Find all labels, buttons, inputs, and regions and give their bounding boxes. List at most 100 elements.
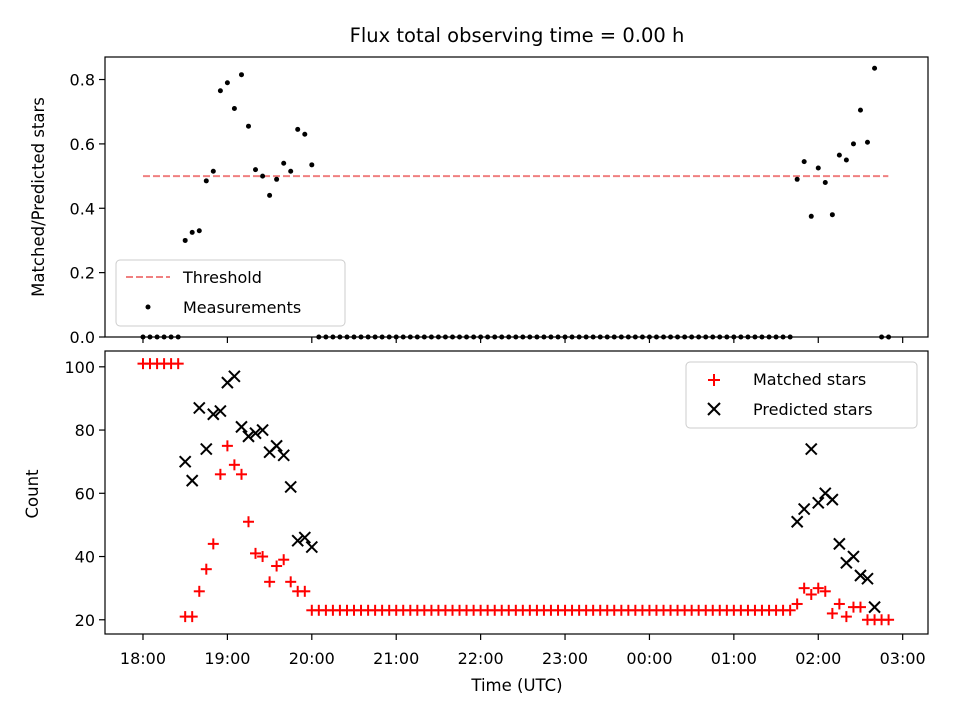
predicted-star-point <box>854 569 867 582</box>
predicted-star-point <box>298 531 312 544</box>
bottom-ytick-label: 60 <box>75 484 95 503</box>
bottom-xtick-label: 01:00 <box>711 649 757 668</box>
bottom-xtick-label: 23:00 <box>542 649 588 668</box>
measurement-point <box>182 237 188 243</box>
matched-star-point <box>242 516 254 528</box>
predicted-star-stroke <box>826 493 839 506</box>
predicted-star-stroke <box>797 502 811 516</box>
matched-star-point <box>271 560 283 572</box>
bottom-axes-frame <box>104 350 929 635</box>
predicted-star-stroke <box>214 404 227 418</box>
matched-star-point <box>257 551 269 563</box>
predicted-star-stroke <box>790 515 804 528</box>
predicted-star-point <box>228 370 241 383</box>
matched-star-point <box>193 585 205 597</box>
legend-predicted-label: Predicted stars <box>753 400 873 419</box>
matched-star-point <box>826 607 838 619</box>
predicted-star-point <box>284 480 297 494</box>
top-ytick-label: 0.6 <box>70 135 95 154</box>
bottom-xtick-label: 02:00 <box>795 649 841 668</box>
matched-star-point <box>840 611 852 623</box>
top-panel: Flux total observing time = 0.00 h Match… <box>29 24 929 347</box>
predicted-star-stroke <box>242 430 255 443</box>
measurement-point <box>231 105 237 111</box>
bottom-ytick-label: 20 <box>75 611 95 630</box>
matched-star-point <box>235 468 247 480</box>
matched-star-point <box>264 576 276 588</box>
predicted-star-stroke <box>249 427 262 440</box>
top-ytick-label: 0.8 <box>70 71 95 90</box>
predicted-star-point <box>797 502 811 516</box>
bottom-xlabel: Time (UTC) <box>470 676 562 695</box>
matched-star-point <box>819 585 831 597</box>
bottom-xtick-label: 19:00 <box>204 649 250 668</box>
top-legend-box <box>115 259 346 327</box>
predicted-star-point <box>291 534 304 547</box>
predicted-star-stroke <box>854 569 867 582</box>
predicted-star-point <box>242 430 255 443</box>
bottom-x-ticks: 18:00 19:00 20:00 21:00 22:00 23:00 00:00 01:00… <box>120 634 926 668</box>
legend-matched-label: Matched stars <box>753 370 866 389</box>
matched-star-point <box>854 601 866 613</box>
predicted-star-stroke <box>185 474 199 487</box>
matched-star-point <box>250 547 262 559</box>
measurement-point <box>189 229 195 235</box>
predicted-star-stroke <box>228 370 241 383</box>
predicted-star-stroke <box>256 423 269 437</box>
measurement-point <box>210 168 216 174</box>
predicted-star-point <box>812 496 825 509</box>
measurement-point <box>864 139 870 145</box>
top-legend: Threshold Measurements <box>115 259 346 327</box>
bottom-xtick-label: 03:00 <box>880 649 926 668</box>
predicted-star-stroke <box>270 439 283 453</box>
matched-star-point <box>214 468 226 480</box>
predicted-star-point <box>847 550 860 563</box>
matched-star-point <box>833 598 845 610</box>
bottom-ylabel: Count <box>23 469 42 519</box>
measurement-point <box>245 123 251 129</box>
predicted-star-stroke <box>805 442 818 456</box>
predicted-star-point <box>256 423 269 437</box>
top-ytick-label: 0.4 <box>70 199 95 218</box>
bottom-xtick-label: 21:00 <box>373 649 419 668</box>
bottom-legend: Matched stars Predicted stars <box>685 361 918 429</box>
predicted-star-point <box>249 427 262 440</box>
measurement-point <box>829 212 835 218</box>
top-y-ticks: 0.0 0.2 0.4 0.6 0.8 <box>70 71 105 347</box>
matched-star-point <box>285 576 297 588</box>
predicted-star-point <box>200 442 213 456</box>
top-ytick-label: 0.0 <box>70 328 95 347</box>
matched-star-point <box>228 459 240 471</box>
predicted-star-point <box>270 439 283 453</box>
matched-star-point <box>200 563 212 575</box>
matched-star-point <box>299 585 311 597</box>
measurement-point <box>872 65 878 71</box>
predicted-star-stroke <box>235 420 248 434</box>
predicted-star-stroke <box>847 550 860 563</box>
predicted-star-stroke <box>277 449 290 462</box>
predicted-star-stroke <box>861 572 874 585</box>
bottom-legend-box <box>685 361 918 429</box>
measurement-point <box>203 178 209 184</box>
predicted-star-point <box>193 401 206 415</box>
predicted-star-stroke <box>284 480 297 494</box>
matched-star-point <box>791 598 803 610</box>
matched-star-point <box>186 611 198 623</box>
bottom-marks-layer <box>137 358 895 626</box>
predicted-star-stroke <box>868 600 881 614</box>
measurement-point <box>309 162 315 168</box>
predicted-star-point <box>305 540 319 554</box>
top-ylabel: Matched/Predicted stars <box>29 97 48 297</box>
predicted-star-point <box>826 493 839 506</box>
matched-star-point <box>278 554 290 566</box>
predicted-star-point <box>833 537 846 551</box>
bottom-xtick-label: 20:00 <box>289 649 335 668</box>
top-axes-frame <box>104 56 929 338</box>
measurement-point <box>253 167 259 173</box>
measurement-point <box>295 126 301 132</box>
predicted-star-stroke <box>178 455 192 468</box>
predicted-star-stroke <box>207 408 220 421</box>
bottom-xtick-label: 22:00 <box>458 649 504 668</box>
predicted-star-stroke <box>298 531 312 544</box>
